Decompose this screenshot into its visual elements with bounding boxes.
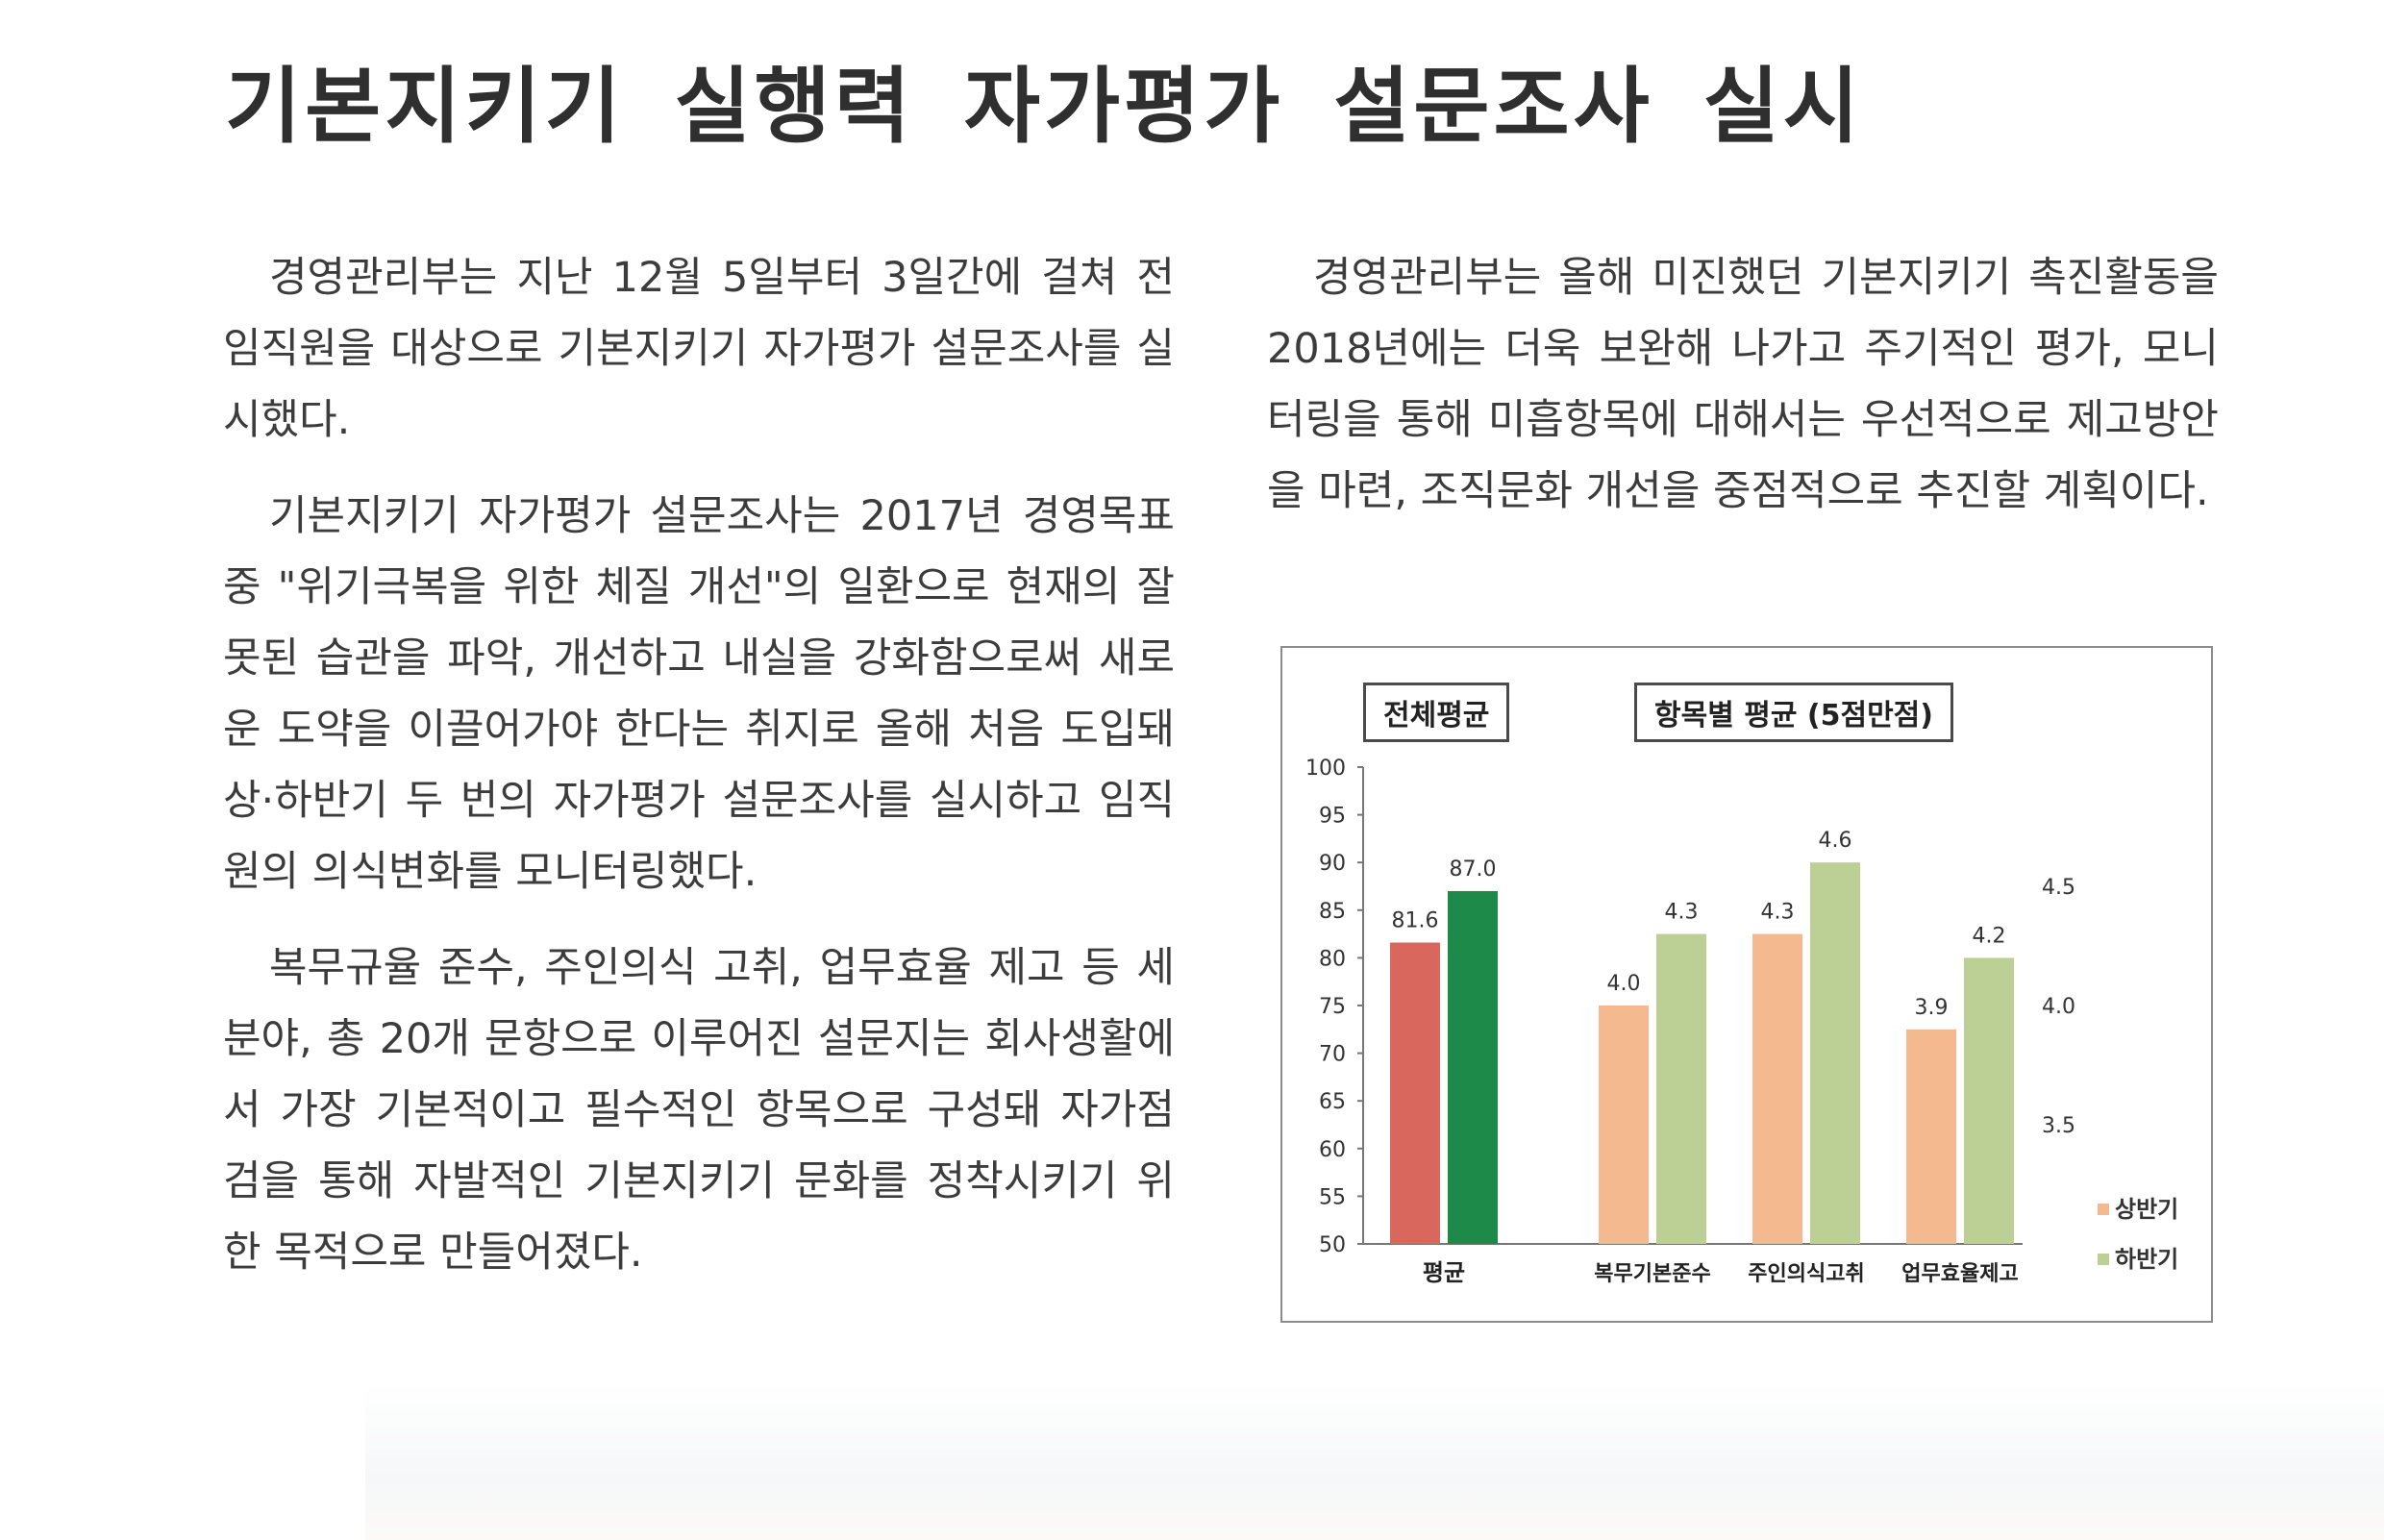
chart-svg: 100 95 90 85 80 75 70 65 60 55 50 4.5 4.0 3.5 81.6 87.0… <box>1305 757 2178 1286</box>
paragraph: 복무규율 준수, 주인의식 고취, 업무효율 제고 등 세 분야, 총 20개 … <box>223 944 1175 1277</box>
y-tick-label: 85 <box>1319 900 1346 924</box>
survey-chart: 100 95 90 85 80 75 70 65 60 55 50 4.5 4.0 3.5 81.6 87.0… <box>1280 646 2213 1323</box>
legend-swatch <box>2098 1254 2109 1265</box>
right-column: 경영관리부는 올해 미진했던 기본지키기 촉진활동을 2018년에는 더욱 보완… <box>1267 242 2219 552</box>
bar-overall-second-half <box>1448 890 1498 1244</box>
bar-주인의식고취-first-half <box>1752 933 1802 1244</box>
paragraph: 경영관리부는 올해 미진했던 기본지키기 촉진활동을 2018년에는 더욱 보완… <box>1267 254 2219 515</box>
x-tick-label: 평균 <box>1423 1259 1465 1286</box>
x-tick-label: 업무효율제고 <box>1901 1262 2018 1286</box>
bar-복무기본준수-second-half <box>1656 933 1706 1244</box>
right-tick-label: 3.5 <box>2042 1114 2075 1138</box>
bar-업무효율제고-first-half <box>1906 1029 1956 1244</box>
y-tick-label: 100 <box>1305 757 1346 781</box>
panel-label-overall: 전체평균 <box>1363 683 1510 742</box>
right-tick-label: 4.5 <box>2042 876 2075 900</box>
data-label: 87.0 <box>1450 857 1497 882</box>
legend-label: 상반기 <box>2115 1196 2178 1223</box>
y-tick-label: 90 <box>1319 852 1346 876</box>
y-tick-label: 95 <box>1319 805 1346 829</box>
x-tick-label: 복무기본준수 <box>1594 1262 1710 1286</box>
legend-label: 하반기 <box>2115 1246 2178 1273</box>
data-label: 4.0 <box>1607 972 1641 996</box>
paragraph: 경영관리부는 지난 12월 5일부터 3일간에 걸쳐 전 임직원을 대상으로 기… <box>223 254 1175 444</box>
left-column: 경영관리부는 지난 12월 5일부터 3일간에 걸쳐 전 임직원을 대상으로 기… <box>223 242 1175 1313</box>
scan-background-wash <box>365 1384 2384 1540</box>
data-label: 81.6 <box>1392 909 1439 933</box>
x-tick-label: 주인의식고취 <box>1748 1262 1864 1286</box>
y-tick-label: 60 <box>1319 1138 1346 1162</box>
bar-업무효율제고-second-half <box>1964 957 2014 1244</box>
paragraph: 기본지키기 자가평가 설문조사는 2017년 경영목표 중 "위기극복을 위한 … <box>223 492 1175 896</box>
page-title: 기본지키기 실행력 자가평가 설문조사 실시 <box>225 59 1863 155</box>
data-label: 4.3 <box>1761 901 1795 925</box>
y-tick-label: 55 <box>1319 1185 1346 1209</box>
data-label: 3.9 <box>1915 996 1949 1020</box>
legend-swatch <box>2098 1204 2109 1215</box>
data-label: 4.6 <box>1819 829 1852 853</box>
data-label: 4.3 <box>1665 901 1699 925</box>
y-tick-label: 75 <box>1319 995 1346 1019</box>
panel-label-items: 항목별 평균 (5점만점) <box>1634 683 1953 742</box>
y-tick-label: 80 <box>1319 947 1346 971</box>
data-label: 4.2 <box>1973 924 2006 948</box>
bar-overall-first-half <box>1390 942 1440 1244</box>
bar-주인의식고취-second-half <box>1810 862 1860 1244</box>
y-tick-label: 65 <box>1319 1090 1346 1114</box>
y-tick-label: 70 <box>1319 1043 1346 1067</box>
y-tick-label: 50 <box>1319 1233 1346 1257</box>
right-tick-label: 4.0 <box>2042 995 2075 1019</box>
bar-복무기본준수-first-half <box>1599 1006 1649 1244</box>
